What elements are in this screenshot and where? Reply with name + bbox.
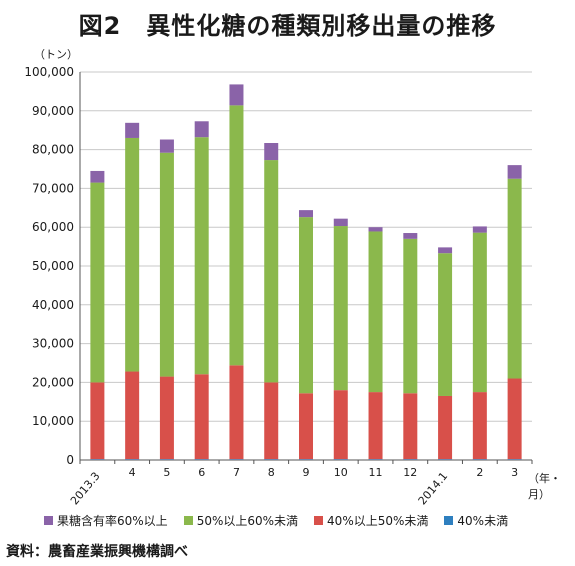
y-tick-label: 60,000	[32, 220, 74, 234]
x-tick-label: 2014.1	[416, 470, 451, 508]
bar-segment-1	[194, 459, 209, 460]
y-tick-label: 40,000	[32, 298, 74, 312]
bar-segment-3	[472, 232, 487, 393]
x-tick-label: 9	[303, 466, 310, 479]
bar-segment-1	[507, 459, 522, 460]
y-tick-label: 100,000	[24, 65, 74, 79]
bar-segment-3	[264, 160, 279, 383]
x-axis-unit-label: （年・月）	[528, 472, 561, 501]
bar-segment-2	[507, 378, 522, 460]
bar-segment-3	[403, 238, 418, 394]
legend-label-50to60: 50%以上60%未満	[196, 514, 299, 528]
bar-segment-3	[438, 253, 453, 396]
bar-segment-1	[125, 459, 140, 460]
x-tick-label: 11	[369, 466, 383, 479]
y-tick-label: 80,000	[32, 143, 74, 157]
x-tick-label: 4	[129, 466, 136, 479]
bar-segment-2	[159, 376, 174, 460]
bar-segment-2	[229, 365, 244, 460]
bar-segment-2	[299, 393, 313, 460]
bar-segment-1	[90, 459, 105, 460]
bar-segment-4	[438, 247, 453, 254]
legend-swatch-under40	[444, 516, 454, 525]
source-note: 資料：農畜産業振興機構調べ	[6, 544, 188, 560]
bar-segment-1	[438, 459, 453, 460]
legend-item-50to60: 50%以上60%未満	[183, 512, 299, 529]
legend-label-60plus: 果糖含有率60%以上	[57, 514, 168, 528]
bar-segment-1	[159, 459, 174, 460]
bar-segment-1	[333, 459, 348, 460]
y-tick-label: 50,000	[32, 259, 74, 273]
chart-legend: 果糖含有率60%以上 50%以上60%未満 40%以上50%未満 40%未満	[44, 512, 508, 529]
bar-segment-4	[159, 139, 174, 153]
y-tick-label: 20,000	[32, 375, 74, 389]
bar-segment-2	[194, 374, 209, 460]
bar-segment-4	[333, 218, 348, 227]
bar-segment-3	[299, 217, 313, 394]
legend-item-60plus: 果糖含有率60%以上	[44, 512, 168, 529]
legend-label-under40: 40%未満	[457, 514, 509, 528]
y-axis-unit-label: （トン）	[34, 48, 78, 61]
chart-title: 図2 異性化糖の種類別移出量の推移	[78, 12, 497, 40]
y-tick-label: 30,000	[32, 337, 74, 351]
bar-segment-4	[299, 210, 313, 218]
x-tick-label: 2013.3	[68, 470, 103, 508]
bar-segment-3	[159, 152, 174, 377]
bar-segment-4	[90, 170, 105, 183]
x-tick-label: 2	[476, 466, 483, 479]
bar-segment-4	[472, 226, 487, 233]
bar-segment-4	[125, 122, 140, 138]
bar-segment-2	[368, 392, 383, 460]
x-tick-label: 6	[198, 466, 205, 479]
bar-segment-4	[194, 121, 209, 138]
y-tick-label: 70,000	[32, 181, 74, 195]
x-tick-label: 5	[163, 466, 170, 479]
x-tick-label: 3	[511, 466, 518, 479]
legend-swatch-50to60	[183, 516, 193, 525]
bar-segment-4	[264, 143, 279, 161]
legend-item-under40: 40%未満	[444, 512, 508, 529]
bar-segment-2	[264, 382, 279, 460]
bar-segment-2	[125, 371, 140, 460]
x-tick-label: 12	[403, 466, 417, 479]
bar-segment-3	[229, 105, 244, 366]
legend-swatch-60plus	[44, 516, 53, 525]
bar-segment-3	[507, 178, 522, 379]
stacked-bar-chart: 0 10,000 20,000 30,000 40,000 50,000 60,000 70,…	[24, 65, 533, 508]
bar-segment-1	[368, 459, 383, 460]
bar-segment-3	[125, 137, 140, 372]
x-tick-label: 7	[233, 466, 240, 479]
bar-segment-2	[472, 392, 487, 460]
bar-segment-2	[403, 393, 418, 460]
bar-segment-3	[90, 182, 105, 383]
bar-segment-4	[403, 233, 418, 239]
bar-segment-1	[264, 459, 279, 460]
bar-segment-4	[229, 84, 244, 106]
bar-segment-4	[368, 227, 383, 232]
bar-segment-3	[333, 226, 348, 391]
y-tick-label: 90,000	[32, 104, 74, 118]
bar-segment-2	[438, 395, 453, 460]
bar-segment-2	[333, 390, 348, 460]
y-tick-label: 10,000	[32, 414, 74, 428]
bar-segment-1	[403, 459, 418, 460]
y-tick-label: 0	[66, 453, 74, 467]
bar-segment-1	[472, 459, 487, 460]
bar-segment-2	[90, 382, 105, 460]
bar-segment-1	[229, 459, 244, 460]
bar-segment-3	[194, 137, 209, 375]
bar-segment-4	[507, 165, 522, 179]
bar-segment-3	[368, 231, 383, 393]
legend-label-40to50: 40%以上50%未満	[327, 514, 429, 528]
legend-item-40to50: 40%以上50%未満	[314, 512, 428, 529]
x-tick-label: 8	[268, 466, 275, 479]
bar-segment-1	[299, 459, 313, 460]
x-tick-label: 10	[334, 466, 348, 479]
legend-swatch-40to50	[314, 516, 324, 525]
